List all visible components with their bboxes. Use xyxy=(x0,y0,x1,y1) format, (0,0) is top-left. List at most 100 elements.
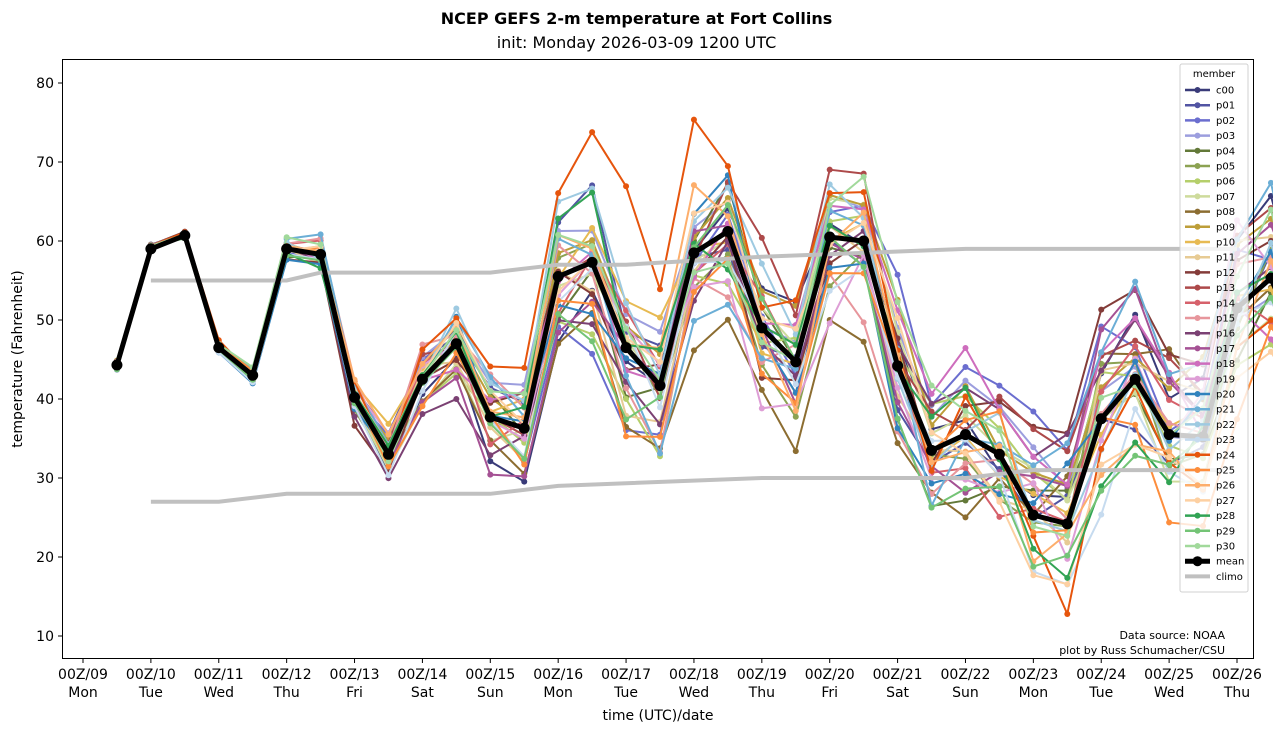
series-point-p28 xyxy=(1166,479,1173,486)
legend-marker xyxy=(1194,178,1201,185)
series-point-p24 xyxy=(928,467,935,474)
legend-label: p09 xyxy=(1216,222,1235,233)
legend-label: p12 xyxy=(1216,268,1235,279)
legend-marker xyxy=(1194,406,1201,413)
series-point-p06 xyxy=(623,395,630,402)
series-point-p14 xyxy=(962,465,969,472)
mean-point xyxy=(349,391,361,403)
legend-marker xyxy=(1194,223,1201,230)
series-point-p30 xyxy=(1267,206,1273,213)
x-tick-label-day: Sat xyxy=(411,685,434,701)
series-point-p30 xyxy=(1064,532,1071,539)
series-point-p28 xyxy=(928,413,935,420)
series-point-p17 xyxy=(453,374,460,381)
series-point-p14 xyxy=(1098,388,1105,395)
series-point-p10 xyxy=(385,420,392,427)
series-point-p15 xyxy=(1166,420,1173,427)
series-point-p21 xyxy=(317,231,324,238)
x-tick-label-time: 00Z/23 xyxy=(1008,667,1058,683)
x-tick-label-time: 00Z/09 xyxy=(58,667,108,683)
legend-entry-p30: p30 xyxy=(1185,542,1235,553)
series-point-p09 xyxy=(589,237,596,244)
series-point-p22 xyxy=(487,380,494,387)
series-point-p17 xyxy=(1098,326,1105,333)
x-tick-label-day: Tue xyxy=(1088,685,1113,701)
chart-subtitle: init: Monday 2026-03-09 1200 UTC xyxy=(496,33,777,52)
series-point-p26 xyxy=(792,407,799,414)
series-point-p28 xyxy=(1132,439,1139,446)
series-point-p30 xyxy=(724,260,731,267)
series-point-p19 xyxy=(1098,437,1105,444)
series-point-p14 xyxy=(1132,343,1139,350)
series-point-p30 xyxy=(690,269,697,276)
series-point-p30 xyxy=(623,325,630,332)
series-point-p24 xyxy=(724,163,731,170)
legend-entry-p20: p20 xyxy=(1185,390,1235,401)
series-point-p22 xyxy=(453,305,460,312)
x-tick-label-day: Mon xyxy=(543,685,573,701)
legend-label: p27 xyxy=(1216,496,1235,507)
series-point-p17 xyxy=(1267,221,1273,228)
series-point-p03 xyxy=(962,377,969,384)
series-point-p24 xyxy=(690,116,697,123)
series-point-p19 xyxy=(521,435,528,442)
x-tick-label-day: Thu xyxy=(748,685,775,701)
credit-data-source: Data source: NOAA xyxy=(1119,629,1225,642)
legend-marker xyxy=(1194,117,1201,124)
series-point-p25 xyxy=(826,270,833,277)
series-point-c00 xyxy=(1267,193,1273,200)
series-point-p23 xyxy=(385,472,392,479)
series-point-p16 xyxy=(928,400,935,407)
x-tick-label-day: Mon xyxy=(68,685,98,701)
series-point-p16 xyxy=(419,411,426,418)
x-tick-label-day: Tue xyxy=(138,685,163,701)
series-point-p30 xyxy=(826,202,833,209)
series-point-p30 xyxy=(453,327,460,334)
mean-point xyxy=(688,247,700,259)
legend-marker xyxy=(1194,527,1201,534)
legend-label: p25 xyxy=(1216,466,1235,477)
series-point-p30 xyxy=(860,173,867,180)
series-point-p30 xyxy=(283,234,290,241)
legend-marker xyxy=(1194,467,1201,473)
y-tick-label: 50 xyxy=(36,313,54,329)
legend-entry-p13: p13 xyxy=(1185,283,1235,294)
legend-box xyxy=(1179,63,1249,593)
series-point-p16 xyxy=(487,452,494,459)
series-point-p13 xyxy=(826,166,833,173)
x-tick-label-day: Thu xyxy=(272,685,299,701)
legend-label: p21 xyxy=(1216,405,1235,416)
series-point-p16 xyxy=(1064,431,1071,438)
series-point-p15 xyxy=(962,460,969,467)
mean-point xyxy=(892,360,904,372)
x-tick-label-time: 00Z/10 xyxy=(126,667,176,683)
legend-label: p23 xyxy=(1216,435,1235,446)
series-point-p08 xyxy=(894,440,901,447)
mean-point xyxy=(790,356,802,368)
legend-marker xyxy=(1194,102,1201,109)
series-point-p20 xyxy=(1030,500,1037,507)
series-point-p28 xyxy=(1098,483,1105,490)
series-point-p24 xyxy=(758,304,765,311)
legend-label: p20 xyxy=(1216,390,1235,401)
credit-author: plot by Russ Schumacher/CSU xyxy=(1059,644,1225,657)
series-point-p03 xyxy=(1030,444,1037,451)
mean-point xyxy=(450,338,462,350)
series-point-p30 xyxy=(1030,523,1037,530)
series-point-p12 xyxy=(758,374,765,381)
series-point-p20 xyxy=(1064,460,1071,467)
legend-entry-climo: climo xyxy=(1185,572,1243,583)
series-point-p24 xyxy=(555,190,562,197)
series-point-p22 xyxy=(623,300,630,307)
legend-entry-p10: p10 xyxy=(1185,238,1235,249)
series-point-p12 xyxy=(962,403,969,410)
mean-point xyxy=(1265,272,1273,284)
series-point-p27 xyxy=(1064,581,1071,588)
legend-marker xyxy=(1194,421,1201,428)
legend-marker xyxy=(1194,345,1201,352)
legend-marker xyxy=(1194,147,1201,154)
legend-marker xyxy=(1194,375,1201,382)
series-point-p27 xyxy=(792,325,799,332)
legend-marker xyxy=(1194,315,1201,321)
series-point-p22 xyxy=(758,260,765,267)
